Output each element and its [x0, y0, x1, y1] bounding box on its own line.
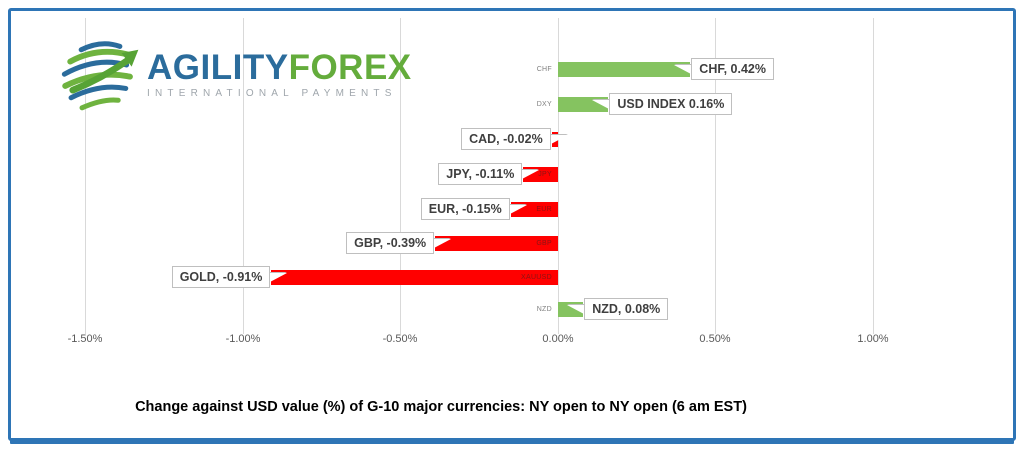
category-label-xauusd: XAUUSD: [521, 274, 552, 281]
data-label-eur: EUR, -0.15%: [420, 198, 510, 220]
category-label-gbp: GBP: [536, 240, 552, 247]
bar-chf: [558, 62, 691, 77]
chart-frame: -1.50% -1.00% -0.50% 0.00% 0.50% 1.00% CHF CHF,…: [8, 8, 1016, 441]
data-label-xauusd: GOLD, -0.91%: [171, 266, 271, 288]
x-axis-tick-label: 0.50%: [699, 333, 731, 345]
data-label-chf: CHF, 0.42%: [691, 58, 774, 80]
brand-name: AGILITYFOREX: [147, 48, 412, 87]
x-axis-tick-label: 0.00%: [542, 333, 574, 345]
brand-forex: FOREX: [288, 48, 412, 87]
x-axis-tick-label: 1.00%: [857, 333, 889, 345]
callout-pointer: [567, 305, 585, 314]
data-label-nzd: NZD, 0.08%: [584, 298, 669, 320]
x-axis-tick-label: -1.50%: [67, 333, 103, 345]
agilityforex-logo: AGILITYFOREX INTERNATIONAL PAYMENTS: [55, 38, 412, 112]
globe-arrow-icon: [61, 41, 139, 111]
category-label-jpy: JPY: [538, 171, 552, 178]
x-axis-tick-label: -1.00%: [225, 333, 261, 345]
callout-pointer: [270, 273, 288, 282]
brand-agility: AGILITY: [147, 48, 289, 87]
category-label-chf: CHF: [536, 66, 552, 73]
callout-pointer: [522, 170, 540, 179]
gridline: [873, 18, 874, 334]
gridline: [558, 18, 559, 334]
bar-gbp: [435, 236, 558, 251]
callout-pointer: [434, 239, 452, 248]
bar-xauusd: [271, 270, 558, 285]
callout-pointer: [592, 100, 610, 109]
data-label-jpy: JPY, -0.11%: [438, 163, 523, 185]
data-label-dxy: USD INDEX 0.16%: [609, 93, 733, 115]
gridline: [400, 18, 401, 334]
gridline: [85, 18, 86, 334]
brand-tagline: INTERNATIONAL PAYMENTS: [147, 88, 397, 99]
callout-pointer: [509, 205, 527, 214]
data-label-cad: CAD, -0.02%: [461, 128, 551, 150]
category-label-eur: EUR: [536, 206, 552, 213]
logo-text: AGILITYFOREX INTERNATIONAL PAYMENTS: [147, 48, 412, 99]
data-label-gbp: GBP, -0.39%: [346, 232, 435, 254]
chart-title: Change against USD value (%) of G-10 maj…: [135, 399, 747, 415]
plot-area: -1.50% -1.00% -0.50% 0.00% 0.50% 1.00% CHF CHF,…: [11, 11, 1013, 438]
category-label-nzd: NZD: [536, 306, 552, 313]
x-axis-tick-label: -0.50%: [382, 333, 418, 345]
category-label-dxy: DXY: [536, 101, 552, 108]
callout-pointer: [674, 65, 692, 74]
gridline: [243, 18, 244, 334]
callout-pointer: [550, 135, 568, 144]
gridline: [715, 18, 716, 334]
